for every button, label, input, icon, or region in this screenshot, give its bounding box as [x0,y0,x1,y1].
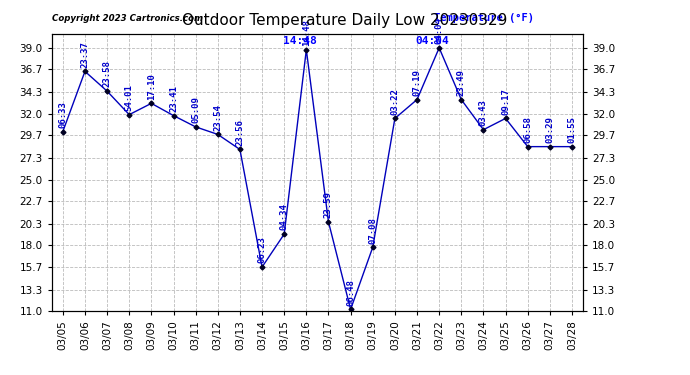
Text: 04:34: 04:34 [279,204,288,230]
Text: 06:48: 06:48 [346,279,355,306]
Text: Copyright 2023 Cartronics.com: Copyright 2023 Cartronics.com [52,13,203,22]
Text: 23:58: 23:58 [103,60,112,87]
Text: 23:49: 23:49 [457,69,466,96]
Text: 06:33: 06:33 [59,101,68,128]
Text: 06:58: 06:58 [523,116,532,143]
Text: 04:04: 04:04 [415,36,449,46]
Text: 23:59: 23:59 [324,191,333,218]
Text: 54:01: 54:01 [125,84,134,111]
Text: 07:19: 07:19 [413,69,422,96]
Text: 07:08: 07:08 [368,217,377,243]
Text: 01:55: 01:55 [567,116,576,143]
Text: 03:29: 03:29 [545,116,554,143]
Text: 09:17: 09:17 [501,88,510,115]
Text: Temperature (°F): Temperature (°F) [434,13,534,22]
Text: 23:37: 23:37 [81,41,90,68]
Text: 04:04: 04:04 [435,17,444,44]
Text: 14:48: 14:48 [302,19,310,46]
Text: 23:54: 23:54 [213,104,222,130]
Text: 14:48: 14:48 [283,36,317,46]
Text: Outdoor Temperature Daily Low 20230329: Outdoor Temperature Daily Low 20230329 [182,13,508,28]
Text: 03:43: 03:43 [479,99,488,126]
Text: 05:09: 05:09 [191,96,200,123]
Text: 06:23: 06:23 [257,236,266,263]
Text: 23:41: 23:41 [169,85,178,112]
Text: 17:10: 17:10 [147,73,156,100]
Text: 03:22: 03:22 [391,88,400,115]
Text: 23:56: 23:56 [235,119,244,146]
